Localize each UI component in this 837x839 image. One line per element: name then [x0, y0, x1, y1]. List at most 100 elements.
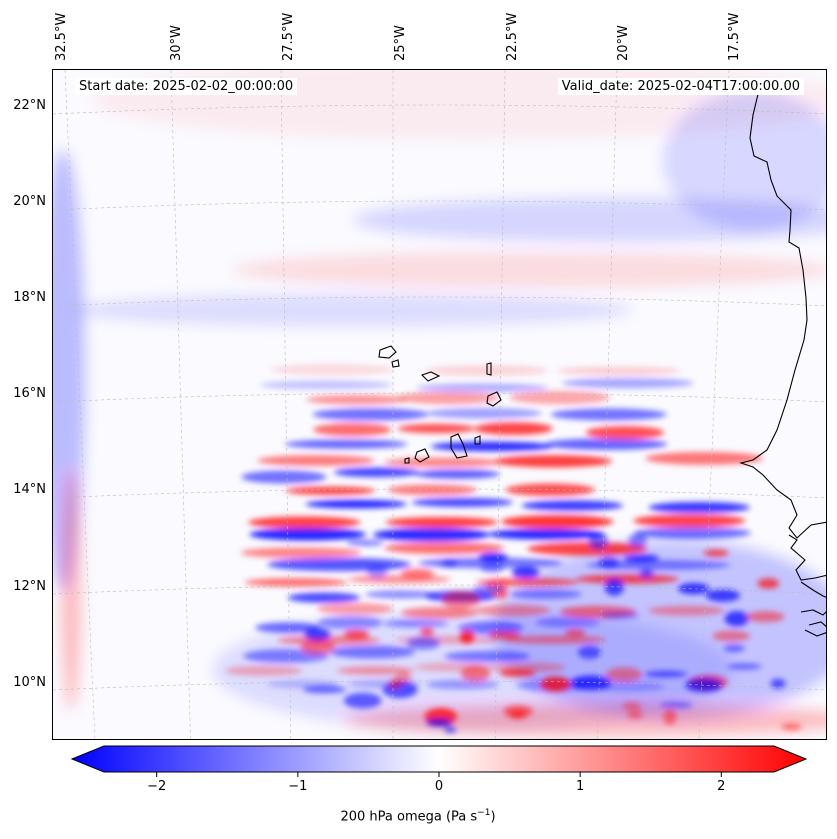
omega-band — [444, 650, 531, 663]
latitude-label: 22°N — [13, 98, 46, 113]
omega-cell — [540, 676, 571, 692]
omega-cell — [604, 578, 625, 596]
omega-band — [501, 514, 614, 529]
longitude-label: 20°W — [616, 25, 631, 61]
latitude-label: 16°N — [13, 386, 46, 401]
omega-band — [505, 483, 595, 496]
omega-band — [487, 528, 605, 540]
meridian-line — [280, 70, 292, 739]
omega-band — [306, 394, 408, 405]
omega-cell — [304, 628, 331, 641]
omega-band — [648, 501, 750, 514]
colorbar-tick-label: −1 — [288, 779, 308, 794]
omega-region — [73, 294, 633, 326]
omega-cell — [441, 590, 481, 609]
omega-band — [225, 665, 303, 676]
omega-wave-bands — [225, 364, 802, 733]
longitude-label: 32.5°W — [54, 12, 69, 61]
island-santiago — [450, 433, 468, 459]
omega-region — [233, 252, 826, 288]
omega-band — [416, 383, 549, 393]
omega-band — [385, 517, 498, 528]
omega-band — [535, 616, 601, 628]
latitude-label: 12°N — [13, 579, 46, 594]
omega-cell — [570, 675, 612, 691]
omega-band — [384, 542, 505, 555]
omega-band — [494, 455, 613, 468]
omega-cell — [441, 559, 458, 568]
omega-band — [426, 679, 499, 690]
island-boa-vista — [486, 391, 502, 407]
omega-band — [285, 439, 408, 449]
island-sao-vicente — [391, 359, 400, 368]
omega-cell — [628, 533, 647, 548]
omega-cell — [600, 611, 640, 619]
omega-band — [400, 606, 478, 619]
omega-band — [249, 528, 367, 541]
omega-band — [397, 423, 476, 434]
omega-band — [333, 467, 420, 478]
omega-band — [397, 391, 499, 405]
omega-band — [414, 469, 500, 479]
omega-band — [313, 423, 392, 437]
omega-cell — [623, 554, 660, 563]
longitude-label: 30°W — [169, 25, 184, 61]
parallel-line — [53, 296, 826, 307]
island-brava — [404, 457, 410, 464]
omega-band — [509, 390, 611, 405]
omega-cell — [300, 639, 335, 655]
start-date-label: Start date: 2025-02-02_00:00:00 — [75, 78, 298, 95]
parallel-line — [53, 680, 826, 691]
omega-cell — [577, 645, 601, 659]
meridian-line — [170, 70, 191, 739]
omega-band — [365, 590, 438, 599]
omega-cell — [346, 539, 384, 547]
omega-band — [387, 484, 478, 496]
omega-band — [270, 364, 394, 376]
omega-band — [586, 560, 731, 571]
omega-band — [527, 542, 648, 556]
omega-cell — [627, 710, 643, 719]
latitude-label: 20°N — [13, 194, 46, 209]
omega-band — [426, 407, 542, 419]
omega-cell — [723, 644, 745, 653]
island-maio — [474, 435, 481, 445]
omega-cell — [366, 565, 388, 578]
omega-cell — [727, 663, 762, 670]
omega-cell — [425, 718, 453, 727]
omega-band — [503, 635, 607, 644]
omega-cell — [724, 610, 749, 627]
omega-band — [634, 526, 751, 539]
omega-cell — [509, 710, 527, 720]
omega-region — [343, 704, 826, 736]
omega-cell — [343, 629, 370, 639]
omega-band — [287, 592, 361, 603]
omega-band — [430, 441, 554, 452]
colorbar-gradient — [70, 745, 808, 773]
omega-band — [240, 547, 362, 559]
omega-band — [312, 408, 429, 421]
longitude-label: 22.5°W — [505, 12, 520, 61]
omega-cell — [677, 582, 710, 595]
african-coastline — [739, 89, 826, 637]
omega-cell — [781, 723, 802, 731]
omega-band — [473, 604, 551, 617]
omega-cell — [622, 702, 642, 710]
omega-field-map — [53, 70, 826, 739]
meridian-line — [597, 70, 618, 739]
omega-cell — [419, 628, 435, 636]
omega-cell — [302, 685, 347, 694]
omega-cell — [400, 568, 435, 579]
parallel-line — [53, 200, 826, 211]
omega-band — [241, 470, 327, 484]
omega-band — [575, 574, 679, 584]
omega-band — [509, 589, 582, 600]
omega-band — [257, 455, 375, 466]
island-santo-antao — [378, 345, 397, 359]
omega-band — [260, 380, 392, 390]
omega-band — [383, 619, 449, 628]
omega-cell — [598, 556, 619, 569]
omega-band — [317, 615, 383, 630]
omega-band — [457, 621, 524, 635]
omega-cell — [480, 563, 504, 573]
